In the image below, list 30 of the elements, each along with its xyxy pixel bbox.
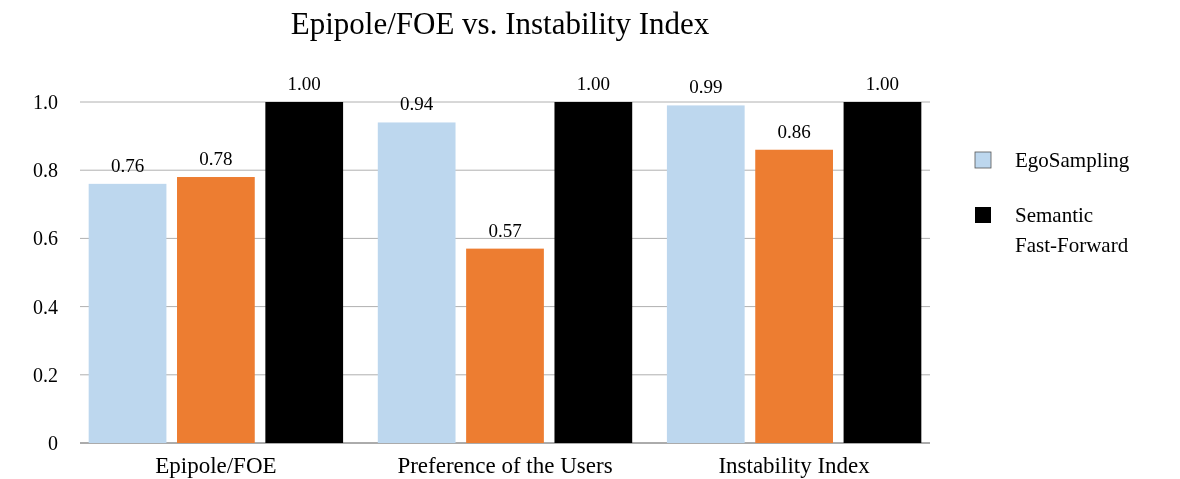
data-label: 0.78 — [199, 148, 233, 170]
y-tick-label: 0.2 — [33, 363, 58, 386]
y-tick-label: 0 — [48, 432, 58, 454]
legend-label: EgoSampling — [1015, 148, 1130, 173]
chart-title: Epipole/FOE vs. Instability Index — [290, 6, 710, 41]
x-tick-label: Instability Index — [718, 453, 871, 478]
bar — [177, 177, 255, 443]
data-label: 0.76 — [110, 154, 145, 176]
y-tick-label: 1.0 — [33, 91, 58, 113]
x-tick-label: Preference of the Users — [397, 453, 613, 478]
bar — [666, 105, 745, 443]
bar — [466, 248, 544, 443]
y-tick-label: 0.8 — [33, 159, 58, 182]
bar — [377, 122, 456, 443]
data-label: 1.00 — [865, 73, 900, 94]
data-label: 1.00 — [287, 73, 321, 94]
bar — [755, 149, 833, 443]
y-tick-label: 0.4 — [33, 295, 58, 318]
legend-label: Semantic Fast-Forward — [1015, 203, 1129, 258]
data-label: 0.86 — [777, 120, 811, 142]
bar — [265, 102, 344, 443]
bar — [88, 183, 167, 443]
data-label: 1.00 — [576, 73, 610, 94]
bar — [554, 102, 633, 443]
data-label: 0.57 — [488, 219, 522, 241]
data-label: 0.94 — [400, 93, 434, 115]
y-tick-label: 0.6 — [33, 227, 58, 250]
bar — [843, 102, 922, 443]
data-label: 0.99 — [689, 76, 723, 98]
x-tick-label: Epipole/FOE — [155, 453, 277, 478]
